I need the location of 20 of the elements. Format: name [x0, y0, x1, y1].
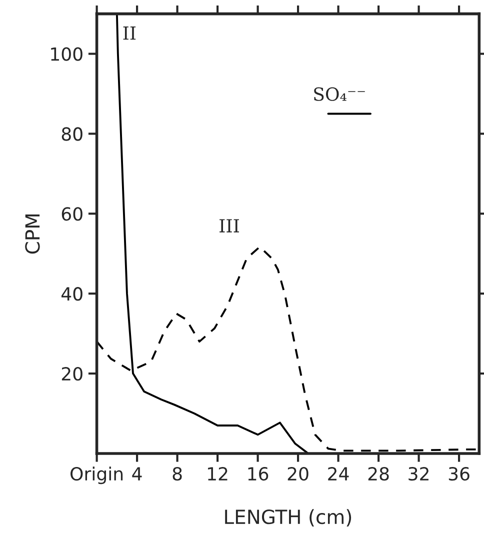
y-axis-title: CPM	[25, 214, 40, 254]
y-tick-label: 80	[62, 127, 82, 141]
x-tick-label: 16	[248, 466, 268, 481]
x-tick-label: 32	[408, 466, 428, 481]
series-label: SO₄⁻⁻	[314, 87, 365, 101]
x-tick-label: 12	[208, 466, 228, 480]
x-tick-label: 20	[288, 466, 308, 481]
y-tick-label: 60	[62, 207, 82, 221]
x-tick-label: 24	[328, 466, 349, 480]
series-label: II	[123, 26, 136, 40]
y-tick-label: 20	[62, 366, 82, 381]
x-tick-label: Origin	[70, 466, 123, 484]
y-tick-label: 40	[62, 287, 82, 301]
series-label: III	[220, 219, 239, 232]
x-tick-label: 36	[448, 466, 470, 481]
x-tick-label: 8	[172, 466, 182, 481]
y-tick-label: 100	[51, 47, 82, 61]
x-tick-label: 4	[132, 467, 142, 480]
x-axis-title: LENGTH (cm)	[225, 509, 352, 526]
x-tick-label: 28	[368, 466, 389, 481]
